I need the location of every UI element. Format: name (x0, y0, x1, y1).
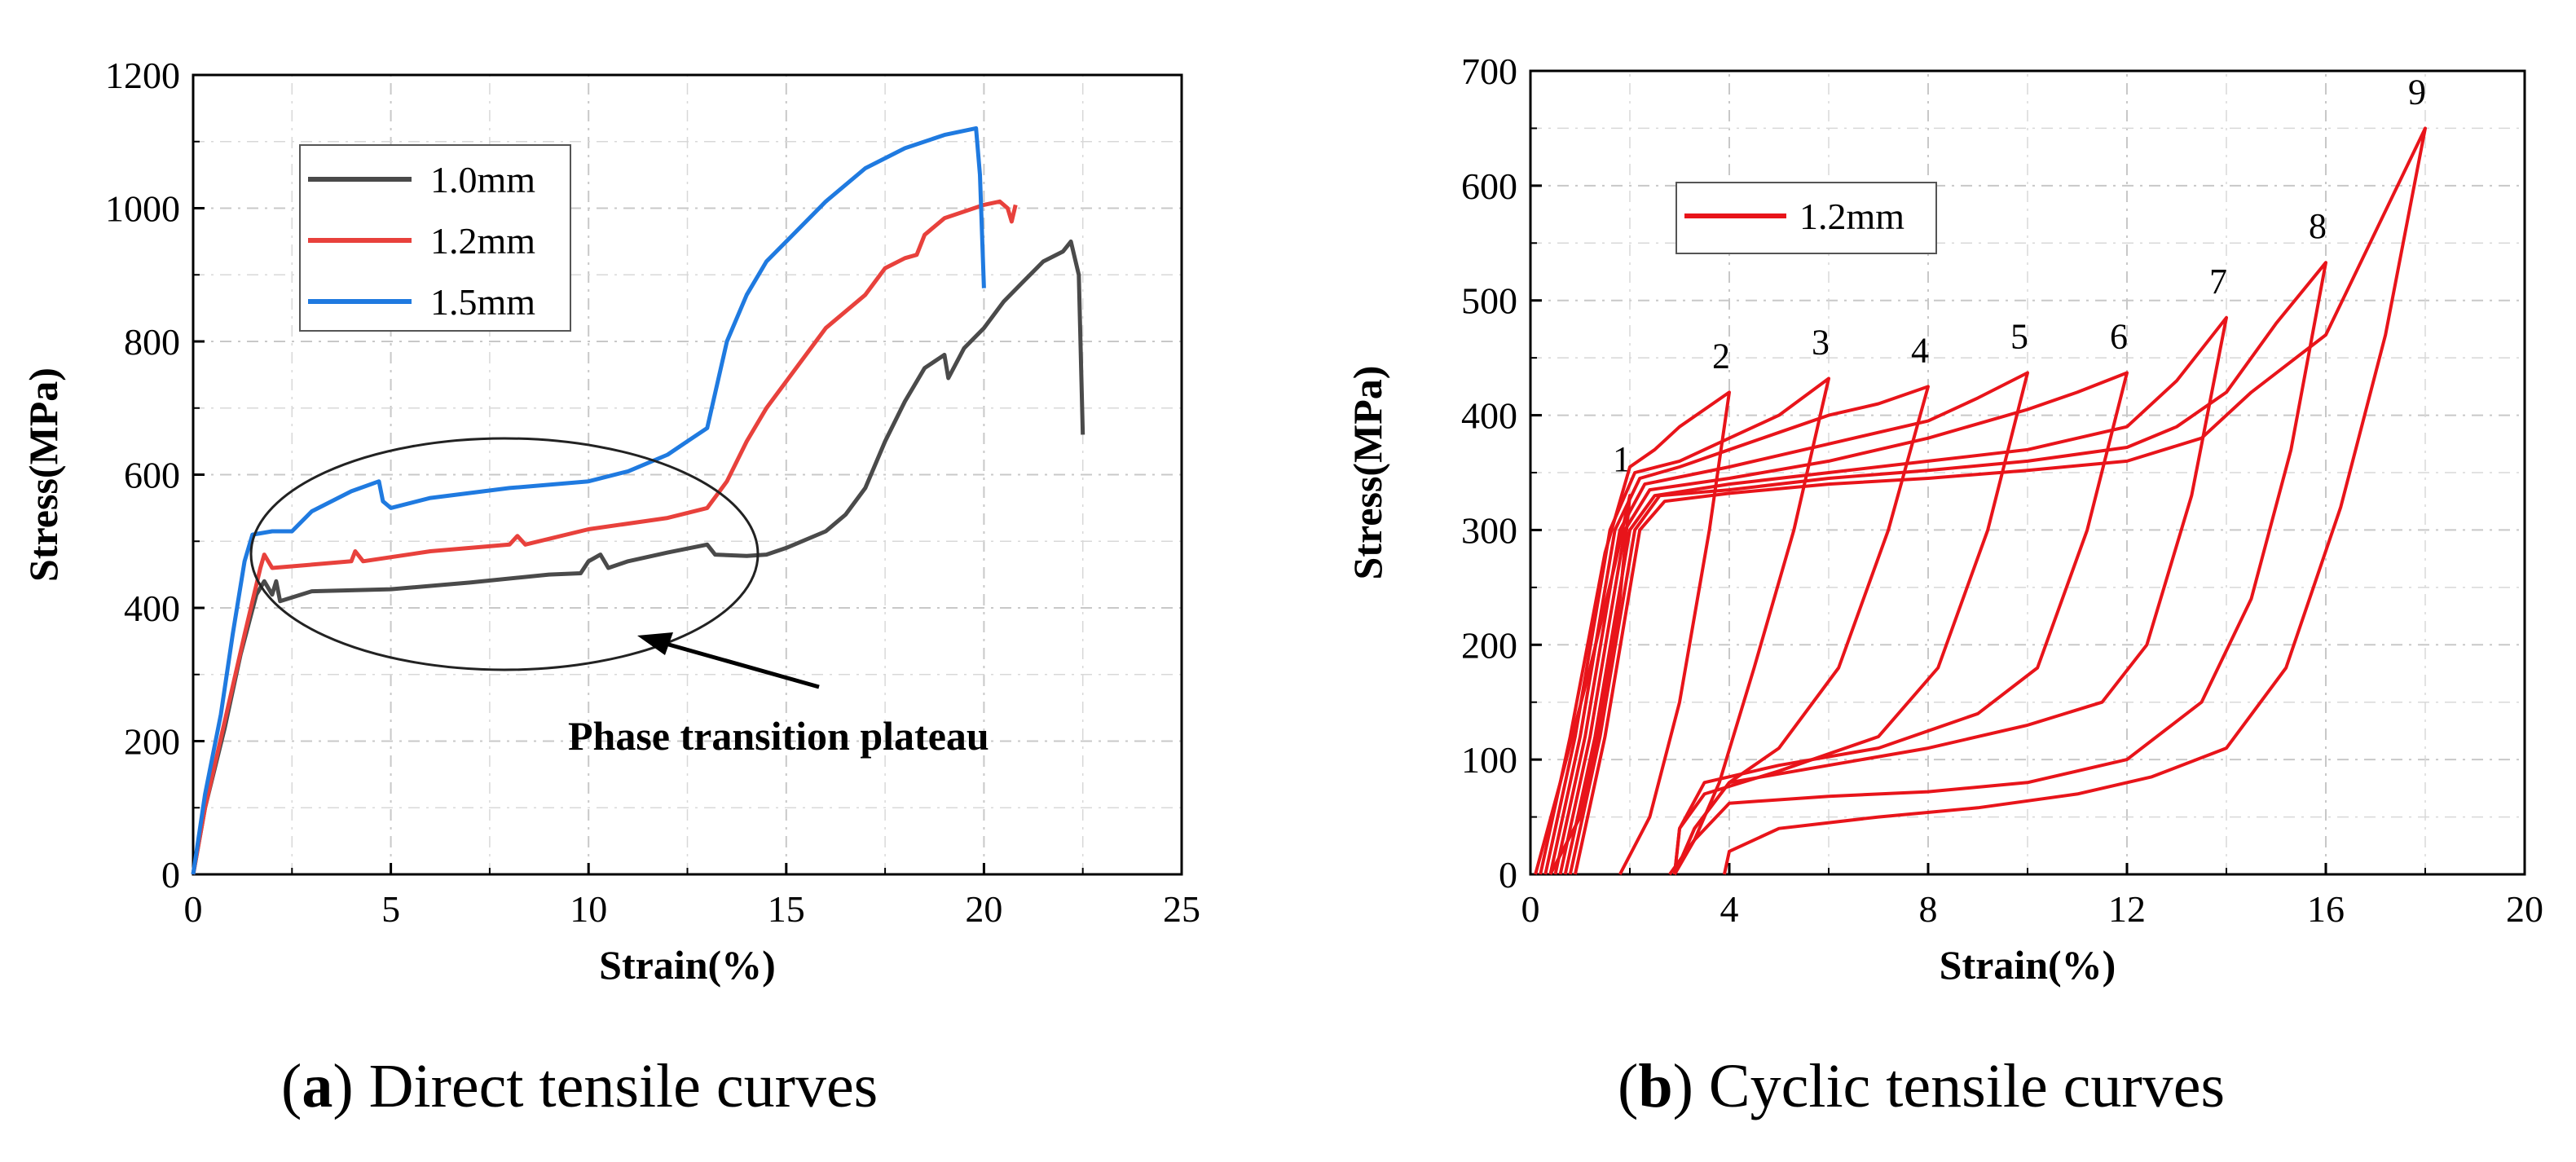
y-tick-label: 200 (124, 721, 180, 763)
cycle-label-2: 2 (1712, 336, 1730, 376)
y-tick-label: 1000 (105, 188, 180, 230)
legend-label-1.0mm: 1.0mm (430, 159, 535, 200)
x-tick-label: 10 (570, 888, 607, 930)
panel-b-chart: 0 4 8 12 16 200100200300400500600700Strain(%)… (1345, 51, 2543, 988)
x-tick-label: 0 (1521, 888, 1540, 930)
y-tick-label: 200 (1461, 624, 1517, 666)
annotation-arrow-line (659, 640, 820, 689)
cycle-label-3: 3 (1812, 322, 1830, 362)
legend: 1.0mm 1.2mm 1.5mm (299, 144, 571, 332)
legend-label: 1.2mm (1799, 196, 1904, 237)
y-axis-label: Stress(MPa) (1345, 366, 1390, 580)
x-tick-label: 0 (184, 888, 203, 930)
x-tick-label: 5 (381, 888, 400, 930)
x-axis-label: Strain(%) (599, 942, 776, 988)
cycle-label-4: 4 (1911, 330, 1929, 370)
x-tick-label: 12 (2108, 888, 2146, 930)
cycle-label-7: 7 (2209, 262, 2227, 302)
annotation-text: Phase transition plateau (568, 713, 989, 759)
y-tick-label: 800 (124, 321, 180, 363)
legend-label-1.5mm: 1.5mm (430, 281, 535, 323)
caption-a: (a) Direct tensile curves (281, 1052, 878, 1120)
caption-b-letter: b (1638, 1052, 1673, 1120)
cycle-label-1: 1 (1613, 439, 1631, 479)
x-tick-label: 16 (2307, 888, 2345, 930)
x-tick-label: 20 (2506, 888, 2543, 930)
cycle-label-8: 8 (2309, 206, 2327, 246)
caption-a-text: Direct tensile curves (353, 1052, 878, 1120)
x-tick-label: 8 (1919, 888, 1938, 930)
y-tick-label: 0 (161, 854, 180, 896)
cycle-curve-3 (1543, 376, 1830, 876)
cycle-curve-4 (1548, 385, 1930, 875)
x-tick-label: 4 (1720, 888, 1739, 930)
y-tick-label: 700 (1461, 51, 1517, 92)
x-tick-label: 15 (768, 888, 805, 930)
y-tick-label: 100 (1461, 739, 1517, 781)
cycle-curve-8 (1568, 261, 2327, 875)
x-tick-label: 25 (1163, 888, 1200, 930)
y-tick-label: 600 (1461, 165, 1517, 207)
annotation-arrowhead (637, 632, 673, 655)
cycle-curve-2 (1539, 390, 1731, 875)
cycle-curve-6 (1558, 371, 2129, 875)
plateau-ellipse (249, 437, 760, 671)
caption-a-letter: a (302, 1052, 333, 1120)
y-tick-label: 400 (1461, 395, 1517, 437)
y-tick-label: 1200 (105, 55, 180, 96)
series-line-1.2mm (191, 199, 1018, 875)
series-line-1.5mm (191, 125, 986, 875)
caption-b-text: Cyclic tensile curves (1693, 1052, 2226, 1120)
x-axis-label: Strain(%) (1940, 942, 2116, 988)
cycle-curve-5 (1553, 371, 2029, 875)
legend-label-1.2mm: 1.2mm (430, 220, 535, 262)
y-tick-label: 300 (1461, 509, 1517, 551)
cycle-label-6: 6 (2110, 316, 2128, 356)
panel-a-chart: 0 5 10 15 20 25 0 200 400 600 800 1000 1200 Strain(%)… (20, 55, 1200, 988)
cycle-curve-9 (1573, 126, 2427, 875)
caption-b: (b) Cyclic tensile curves (1618, 1052, 2226, 1120)
y-tick-label: 0 (1499, 854, 1517, 896)
y-tick-label: 600 (124, 455, 180, 496)
y-axis-label: Stress(MPa) (20, 368, 66, 582)
legend: 1.2mm (1676, 182, 1937, 254)
y-tick-label: 400 (124, 588, 180, 629)
x-tick-label: 20 (965, 888, 1002, 930)
cycle-label-9: 9 (2408, 72, 2426, 112)
y-tick-label: 500 (1461, 280, 1517, 322)
series-line-1.0mm (191, 239, 1085, 875)
cycle-label-5: 5 (2010, 316, 2028, 356)
